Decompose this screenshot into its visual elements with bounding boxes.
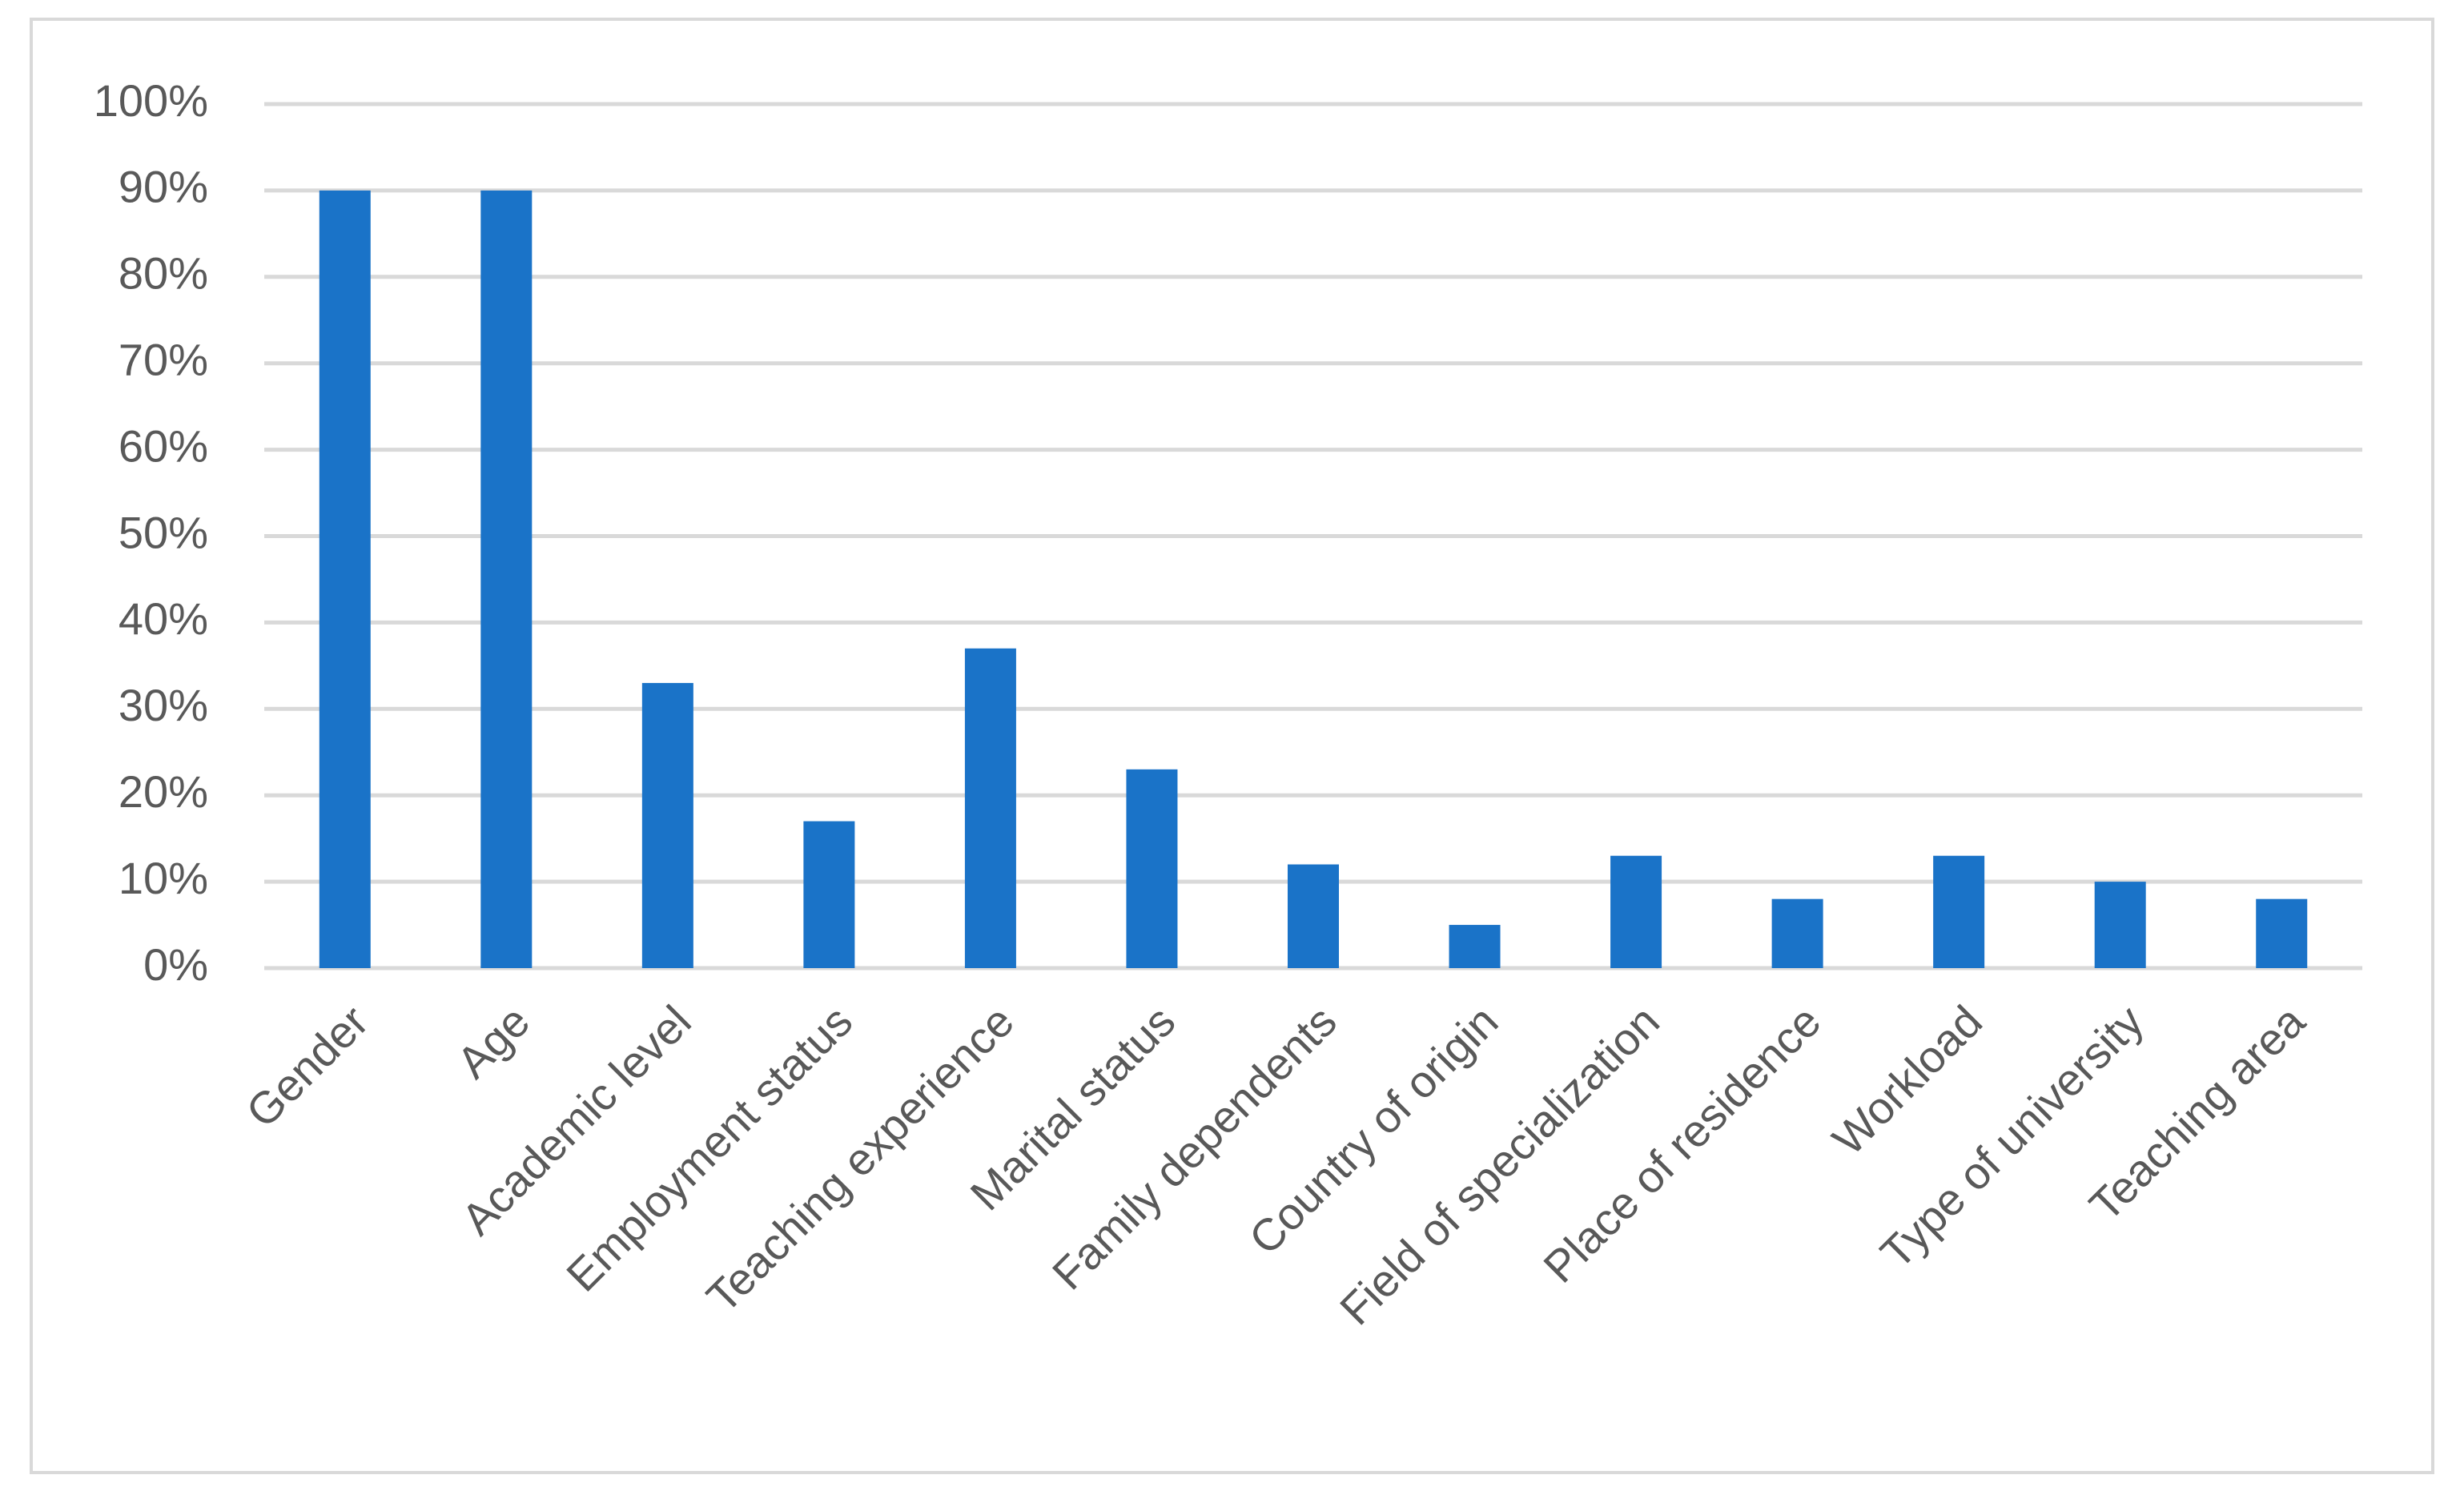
y-tick-label: 10% (119, 853, 208, 903)
y-tick-label: 100% (94, 75, 208, 126)
y-tick-label: 30% (119, 680, 208, 730)
bar (1610, 855, 1662, 968)
chart-border (30, 18, 2434, 1474)
bar (803, 821, 855, 968)
bar (1771, 898, 1823, 968)
bar (2256, 898, 2308, 968)
bar (964, 648, 1016, 968)
y-tick-label: 0% (143, 939, 208, 990)
bar (1449, 925, 1501, 968)
y-tick-label: 80% (119, 248, 208, 299)
bar (641, 682, 693, 968)
y-tick-label: 40% (119, 593, 208, 644)
y-tick-label: 20% (119, 766, 208, 817)
y-tick-label: 90% (119, 162, 208, 212)
bar (2094, 882, 2146, 968)
bar (1288, 864, 1339, 968)
bar (1126, 769, 1178, 968)
y-tick-label: 60% (119, 420, 208, 471)
bar (319, 190, 371, 968)
y-tick-label: 50% (119, 507, 208, 557)
bar (1933, 855, 1985, 968)
y-tick-label: 70% (119, 334, 208, 384)
bar (480, 190, 533, 968)
